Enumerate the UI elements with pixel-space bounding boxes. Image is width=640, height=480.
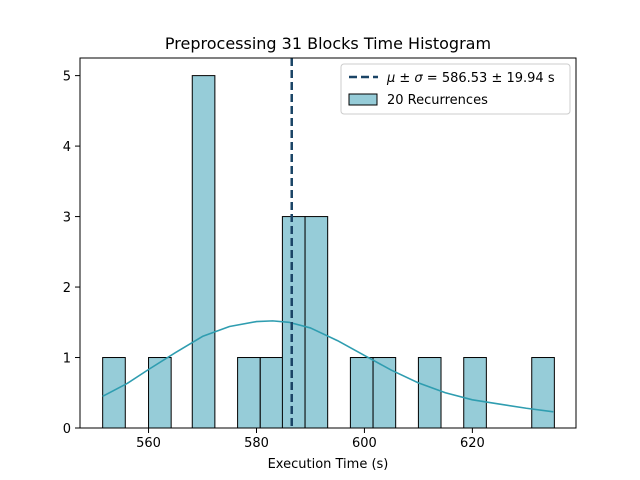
legend-mean-label: μ ± σ = 586.53 ± 19.94 s (386, 71, 555, 86)
y-tick-label: 2 (63, 281, 71, 296)
legend-hist-swatch (348, 93, 378, 106)
y-tick-label: 0 (63, 422, 71, 437)
histogram-bar (102, 357, 126, 429)
legend-mean-label-value: 586.53 ± 19.94 s (442, 71, 555, 86)
histogram-bar (304, 216, 329, 429)
chart-title: Preprocessing 31 Blocks Time Histogram (165, 34, 491, 53)
legend-box (340, 63, 571, 115)
histogram-bar (417, 357, 442, 429)
histogram-bar (531, 357, 555, 429)
x-tick-label: 620 (460, 436, 485, 451)
legend-hist-label: 20 Recurrences (387, 93, 488, 108)
y-tick-label: 1 (63, 352, 71, 367)
y-tick-label: 3 (63, 211, 71, 226)
axes-frame (79, 57, 577, 429)
x-tick-label: 560 (136, 436, 161, 451)
x-tick-label: 580 (244, 436, 269, 451)
kde-curve (102, 320, 554, 413)
x-axis-ticks: 560 580 600 620 (136, 428, 485, 451)
y-tick-label: 4 (63, 140, 71, 155)
histogram-bar (372, 357, 397, 429)
x-axis-label: Execution Time (s) (268, 457, 389, 472)
histogram-bar (259, 357, 284, 429)
x-tick-label: 600 (352, 436, 377, 451)
histogram-bar (349, 357, 374, 429)
histogram-bar (237, 357, 261, 429)
histogram-bar (191, 75, 216, 429)
y-tick-label: 5 (63, 70, 71, 85)
histogram-bar (463, 357, 487, 429)
kde-curve-group (102, 320, 554, 413)
legend: μ ± σ = 586.53 ± 19.94 s 20 Recurrences (340, 63, 571, 115)
y-axis-ticks: 0 1 2 3 4 5 (63, 70, 80, 437)
legend-mean-label-prefix: μ ± σ = (386, 71, 442, 86)
